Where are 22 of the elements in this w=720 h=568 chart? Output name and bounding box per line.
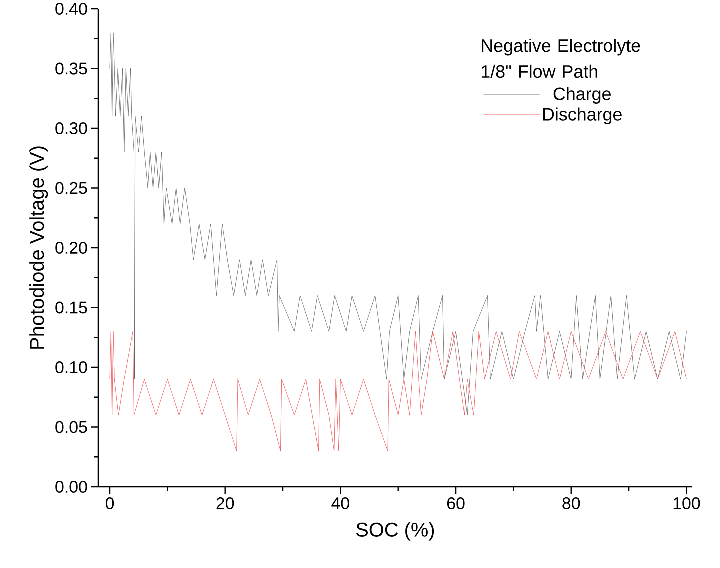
x-axis-title: SOC (%) xyxy=(356,522,434,541)
y-tick-label: 0.00 xyxy=(56,480,88,493)
legend-label: Charge xyxy=(554,87,611,104)
x-tick-label: 100 xyxy=(674,498,700,510)
y-tick-label: 0.10 xyxy=(56,361,88,374)
y-tick-label: 0.20 xyxy=(56,242,88,254)
line-series xyxy=(110,331,687,452)
x-tick-label: 80 xyxy=(562,498,580,510)
x-tick-label: 20 xyxy=(216,498,234,510)
x-tick-label: 60 xyxy=(447,498,465,510)
y-tick-label: 0.05 xyxy=(56,421,88,434)
x-tick-label: 0 xyxy=(106,498,114,510)
legend-title: Negative Electrolyte 1/8" Flow Path xyxy=(482,39,640,78)
y-tick-label: 0.35 xyxy=(56,62,88,75)
legend-label: Discharge xyxy=(543,108,622,124)
y-tick-label: 0.25 xyxy=(56,182,88,194)
line-series xyxy=(110,32,687,416)
y-tick-label: 0.30 xyxy=(56,122,88,134)
y-tick-label: 0.40 xyxy=(56,2,88,15)
y-axis-title: Photodiode Voltage (V) xyxy=(30,146,48,349)
x-tick-label: 40 xyxy=(332,498,350,510)
y-tick-label: 0.15 xyxy=(56,302,88,314)
